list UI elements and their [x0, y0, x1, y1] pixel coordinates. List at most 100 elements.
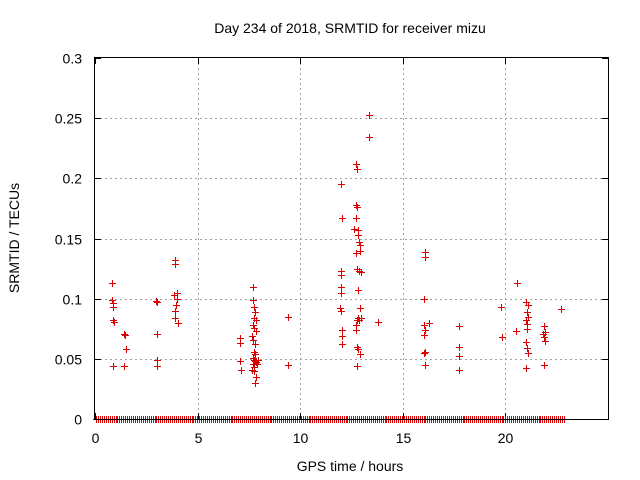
data-point — [121, 363, 128, 370]
y-tick-label: 0.15 — [55, 232, 82, 248]
data-point — [154, 299, 161, 306]
data-point — [540, 331, 547, 338]
data-point — [541, 334, 548, 341]
data-point — [154, 363, 161, 370]
data-point — [250, 337, 257, 344]
data-point — [357, 242, 364, 249]
data-point — [252, 341, 259, 348]
chart-title: Day 234 of 2018, SRMTID for receiver miz… — [214, 20, 486, 36]
data-point — [253, 317, 260, 324]
data-point — [523, 317, 530, 324]
data-point — [456, 323, 463, 330]
data-point — [110, 363, 117, 370]
y-tick-label: 0.1 — [63, 292, 83, 308]
data-point — [356, 239, 363, 246]
y-tick-label: 0.25 — [55, 111, 82, 127]
data-point — [456, 367, 463, 374]
data-point — [175, 320, 182, 327]
data-point — [421, 332, 428, 339]
data-point — [154, 331, 161, 338]
grid-lines — [95, 58, 608, 419]
data-point — [421, 296, 428, 303]
data-point — [110, 304, 117, 311]
data-point — [253, 328, 260, 335]
data-point — [422, 362, 429, 369]
data-point — [339, 215, 346, 222]
data-markers — [93, 112, 568, 423]
data-point — [174, 290, 181, 297]
y-tick-label: 0 — [74, 412, 82, 428]
data-point — [353, 327, 360, 334]
data-point — [456, 353, 463, 360]
data-point — [237, 340, 244, 347]
data-point — [339, 341, 346, 348]
data-point — [337, 305, 344, 312]
data-point — [339, 333, 346, 340]
data-point — [375, 319, 382, 326]
data-point — [238, 367, 245, 374]
data-point — [354, 363, 361, 370]
data-point — [255, 357, 262, 364]
x-axis-label: GPS time / hours — [297, 458, 404, 474]
data-point — [338, 181, 345, 188]
data-point — [172, 308, 179, 315]
data-point — [250, 297, 257, 304]
data-point — [122, 332, 129, 339]
plot-frame — [94, 57, 609, 420]
data-point — [354, 317, 361, 324]
y-tick-label: 0.05 — [55, 352, 82, 368]
data-point — [354, 204, 361, 211]
data-point — [285, 314, 292, 321]
tick-labels: 0 5 10 15 20 0 0.05 0.1 0.15 0.2 0.25 0.3 — [55, 51, 514, 447]
x-tick-label: 10 — [293, 430, 309, 446]
data-point — [422, 349, 429, 356]
data-point — [558, 306, 565, 313]
data-point — [252, 380, 259, 387]
data-point — [498, 304, 505, 311]
data-point — [366, 134, 373, 141]
data-point — [524, 345, 531, 352]
data-point — [338, 308, 345, 315]
data-point — [366, 112, 373, 119]
data-point — [154, 357, 161, 364]
data-point — [109, 297, 116, 304]
data-point — [422, 254, 429, 261]
data-point — [355, 346, 362, 353]
data-point — [252, 309, 259, 316]
data-point — [357, 248, 364, 255]
data-point — [173, 302, 180, 309]
data-point — [285, 362, 292, 369]
data-point — [354, 166, 361, 173]
data-point — [353, 250, 360, 257]
data-point — [174, 296, 181, 303]
data-point — [421, 322, 428, 329]
data-point — [351, 226, 358, 233]
data-point — [525, 302, 532, 309]
data-point — [338, 284, 345, 291]
data-point — [355, 287, 362, 294]
data-point — [252, 351, 259, 358]
data-point — [172, 261, 179, 268]
x-tick-label: 20 — [498, 430, 514, 446]
data-point — [250, 322, 257, 329]
data-point — [249, 333, 256, 340]
data-point — [514, 280, 521, 287]
data-point — [121, 331, 128, 338]
data-point — [426, 320, 433, 327]
data-point — [524, 309, 531, 316]
data-point — [338, 272, 345, 279]
data-point — [523, 339, 530, 346]
data-point — [251, 368, 258, 375]
data-point — [513, 328, 520, 335]
data-point — [172, 315, 179, 322]
data-point — [523, 365, 530, 372]
data-point — [250, 361, 257, 368]
y-tick-label: 0.3 — [63, 51, 83, 67]
data-point — [353, 215, 360, 222]
data-point — [499, 334, 506, 341]
x-tick-label: 5 — [195, 430, 203, 446]
y-tick-label: 0.2 — [63, 171, 83, 187]
data-point — [111, 319, 118, 326]
x-tick-label: 0 — [92, 430, 100, 446]
